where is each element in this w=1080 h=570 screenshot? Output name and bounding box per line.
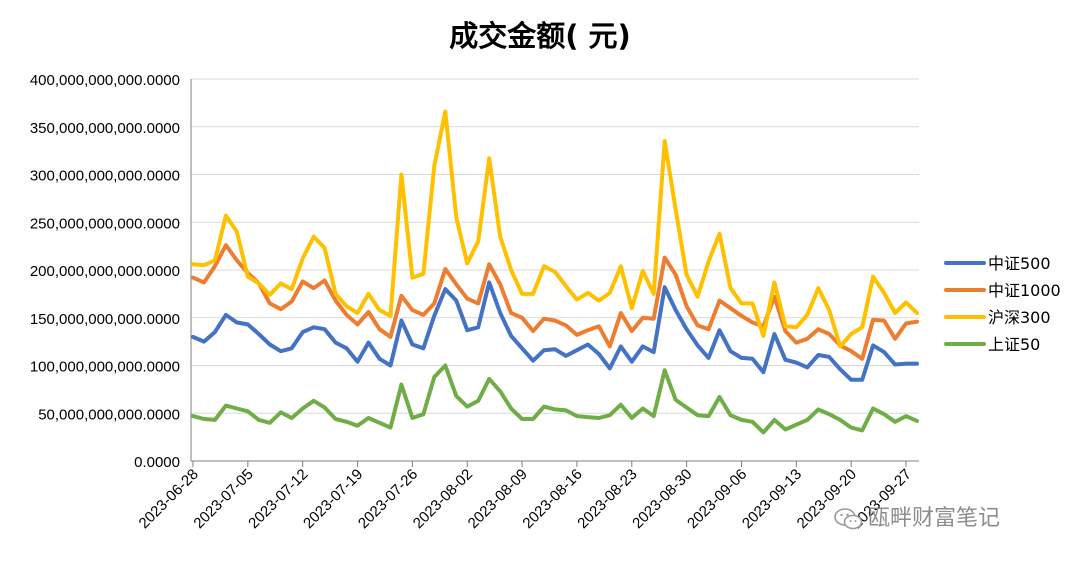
legend-label: 上证50: [988, 335, 1040, 354]
y-tick-label: 250,000,000,000.0000: [30, 215, 180, 232]
legend-label: 中证1000: [988, 281, 1061, 300]
series-line-1: [191, 280, 919, 382]
y-tick-label: 300,000,000,000.0000: [30, 168, 180, 185]
series-line-4: [191, 363, 919, 435]
watermark: 瓯畔财富笔记: [834, 500, 1000, 532]
y-tick-label: 200,000,000,000.0000: [30, 263, 180, 280]
watermark-text: 瓯畔财富笔记: [868, 506, 1001, 531]
y-tick-label: 0.0000: [134, 454, 180, 471]
legend-label: 沪深300: [988, 308, 1051, 327]
y-tick-label: 100,000,000,000.0000: [30, 359, 180, 376]
series-line-3: [191, 109, 919, 349]
chart-title: 成交金额( 元): [449, 19, 631, 53]
series-line-2: [191, 243, 919, 361]
y-tick-label: 50,000,000,000.0000: [38, 406, 180, 423]
y-tick-label: 150,000,000,000.0000: [30, 311, 180, 328]
y-tick-label: 350,000,000,000.0000: [30, 120, 180, 137]
legend-label: 中证500: [988, 254, 1051, 273]
y-tick-label: 400,000,000,000.0000: [30, 72, 180, 89]
wechat-icon: [834, 508, 863, 530]
